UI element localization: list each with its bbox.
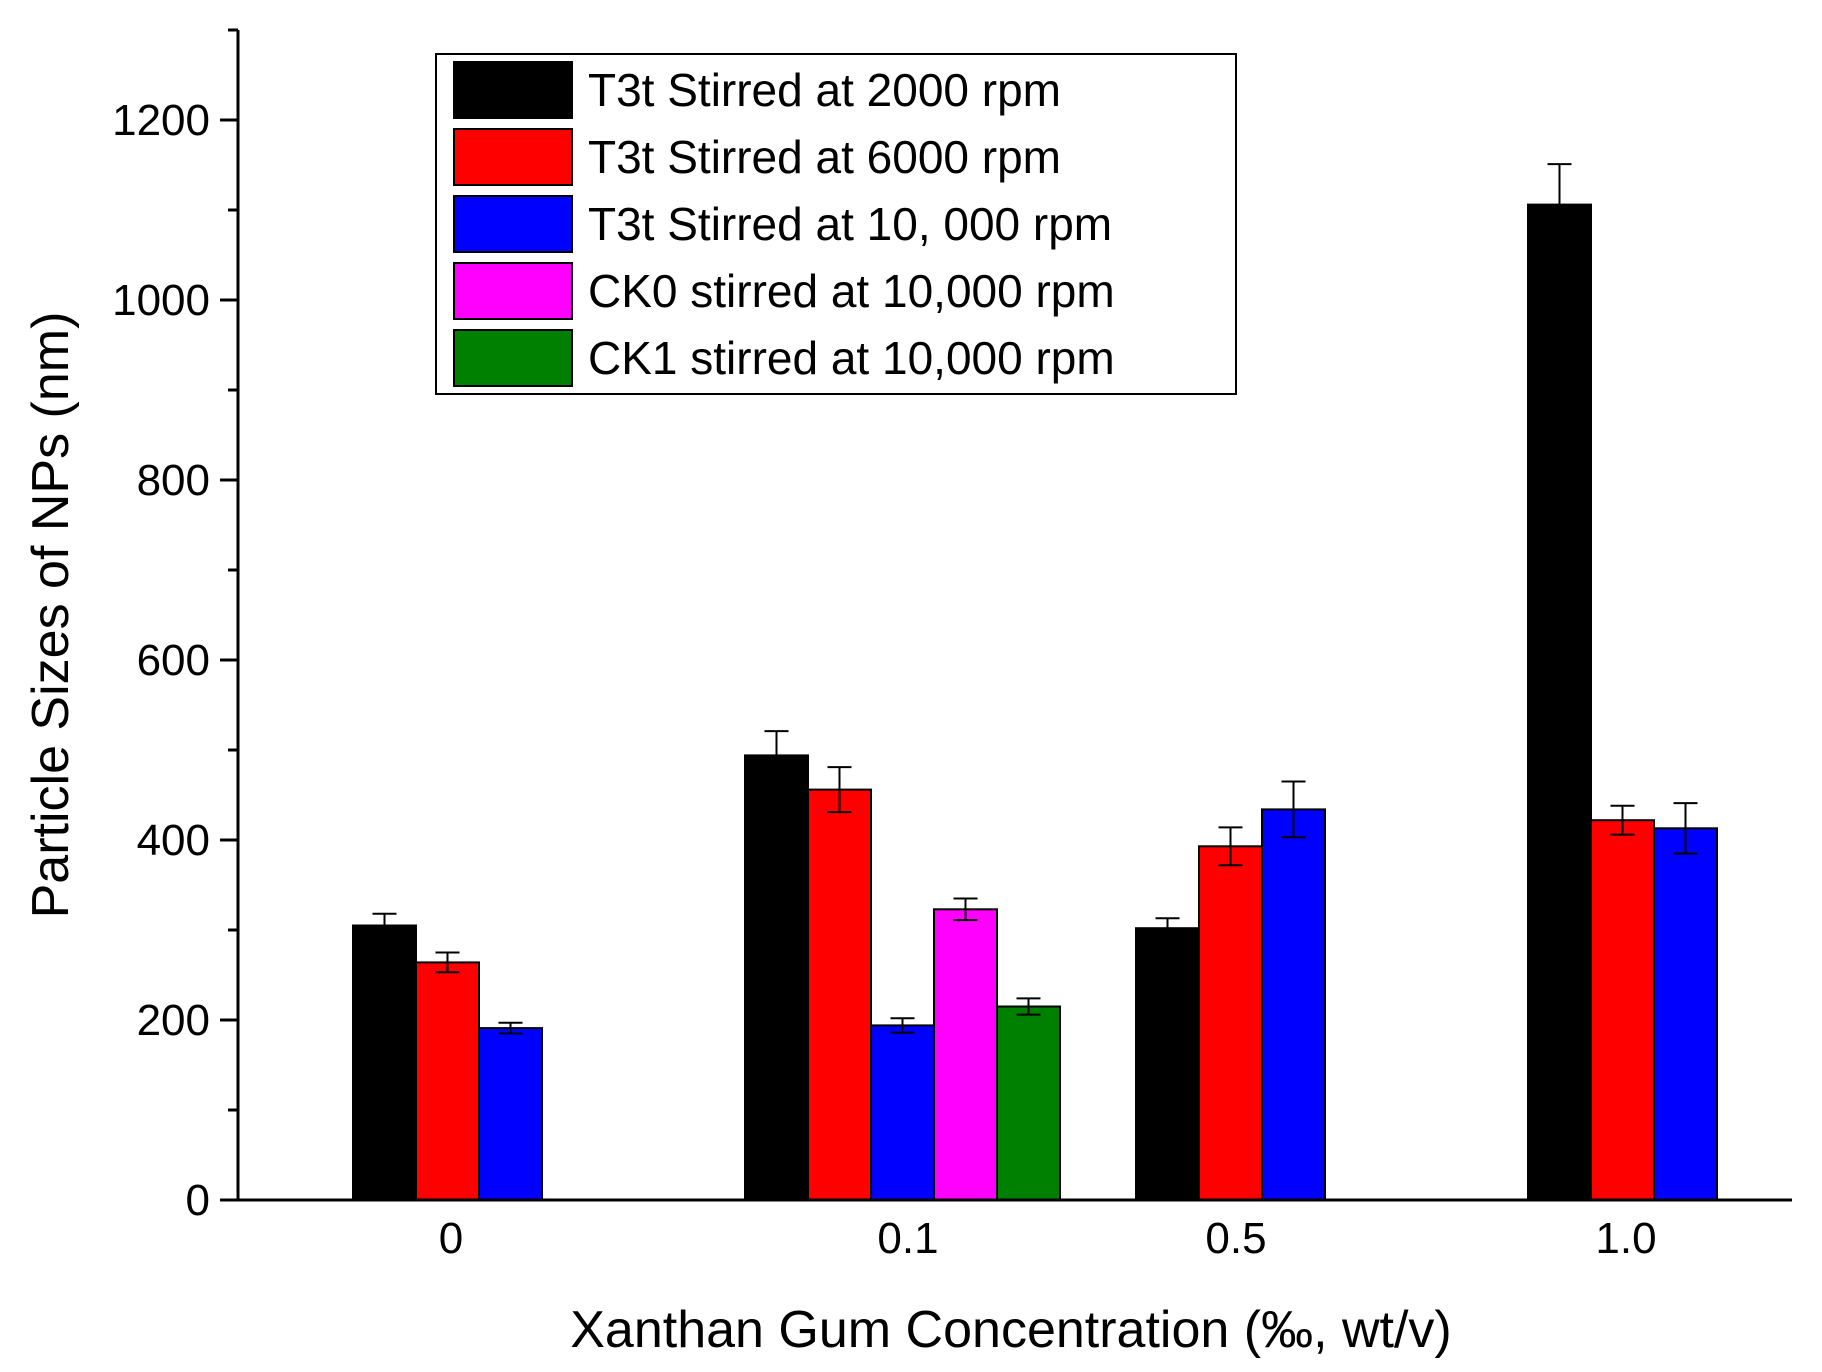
bar-0.5-series-2 xyxy=(1198,845,1263,1201)
y-tick-label: 800 xyxy=(137,456,210,505)
x-tick-label: 1.0 xyxy=(1595,1214,1656,1263)
y-tick-label: 0 xyxy=(186,1176,210,1225)
error-bars-layer xyxy=(372,163,1698,1035)
axes-layer xyxy=(236,30,1792,1202)
y-axis-title: Particle Sizes of NPs (nm) xyxy=(22,312,80,919)
legend-swatch xyxy=(453,329,573,387)
bar-0-series-2 xyxy=(415,961,480,1202)
x-axis-title: Xanthan Gum Concentration (‰, wt/v) xyxy=(570,1301,1452,1359)
bar-0.5-series-1 xyxy=(1135,927,1200,1201)
bar-1.0-series-2 xyxy=(1590,819,1655,1201)
legend-label: CK0 stirred at 10,000 rpm xyxy=(588,265,1115,317)
x-tick-label: 0.1 xyxy=(877,1214,938,1263)
legend-label: CK1 stirred at 10,000 rpm xyxy=(588,332,1115,384)
x-tick-label: 0 xyxy=(439,1214,463,1263)
legend-swatch xyxy=(453,262,573,320)
bar-1.0-series-3 xyxy=(1653,827,1718,1201)
x-ticks: 0 0.1 0.5 1.0 xyxy=(439,1214,1657,1263)
y-tick-label: 1000 xyxy=(112,276,210,325)
y-ticks: 0 200 400 600 800 1000 1200 xyxy=(112,28,238,1225)
legend-swatch xyxy=(453,61,573,119)
bar-0.1-series-3 xyxy=(870,1024,935,1202)
bar-0.1-series-5 xyxy=(996,1005,1061,1201)
y-tick-label: 1200 xyxy=(112,96,210,145)
bars-layer xyxy=(352,203,1718,1202)
legend-label: T3t Stirred at 2000 rpm xyxy=(588,64,1061,116)
bar-0.1-series-1 xyxy=(744,754,809,1202)
legend-label: T3t Stirred at 6000 rpm xyxy=(588,131,1061,183)
legend-swatch xyxy=(453,128,573,186)
x-tick-label: 0.5 xyxy=(1205,1214,1266,1263)
y-tick-label: 600 xyxy=(137,636,210,685)
bar-0.5-series-3 xyxy=(1261,808,1326,1202)
legend: T3t Stirred at 2000 rpm T3t Stirred at 60… xyxy=(435,53,1237,395)
legend-items: T3t Stirred at 2000 rpm T3t Stirred at 60… xyxy=(453,61,1115,387)
legend-swatch xyxy=(453,195,573,253)
legend-label: T3t Stirred at 10, 000 rpm xyxy=(588,198,1112,250)
bar-0-series-1 xyxy=(352,924,417,1201)
bar-0.1-series-4 xyxy=(933,908,998,1201)
bar-0-series-3 xyxy=(478,1027,543,1201)
bar-0.1-series-2 xyxy=(807,788,872,1201)
bar-1.0-series-1 xyxy=(1527,203,1592,1202)
y-tick-label: 400 xyxy=(137,816,210,865)
y-tick-label: 200 xyxy=(137,996,210,1045)
